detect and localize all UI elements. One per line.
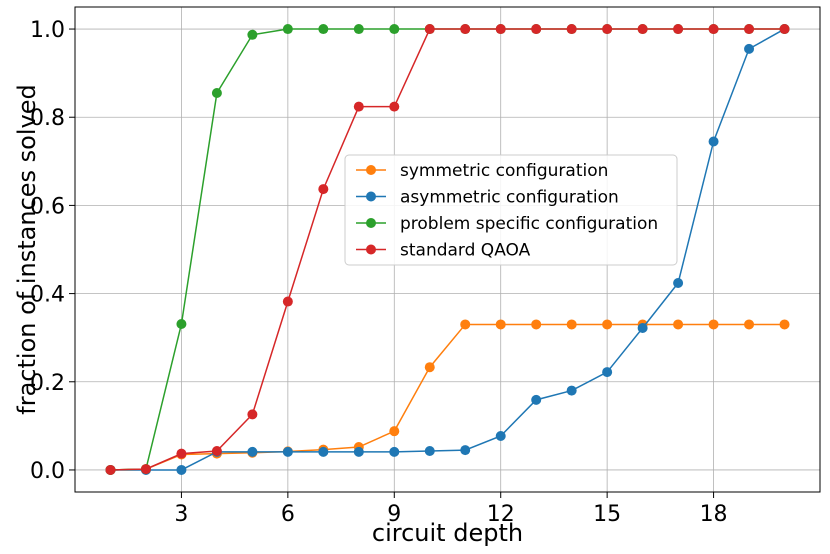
legend-swatch-marker [366,244,376,255]
y-axis-label: fraction of instances solved [13,84,41,414]
legend-label: standard QAOA [400,241,531,261]
data-point [282,24,293,35]
data-point [744,319,755,330]
data-point [389,24,400,35]
data-point [744,43,755,54]
x-tick-label: 15 [593,502,621,527]
data-point [389,101,400,112]
data-point [389,446,400,457]
legend-label: asymmetric configuration [400,188,619,208]
data-point [566,319,577,330]
data-point [176,448,187,459]
data-point [353,446,364,457]
data-point [353,101,364,112]
y-tick-label: 0.4 [30,283,65,308]
data-point [140,464,151,475]
data-point [460,445,471,456]
data-point [211,445,222,456]
plot-frame [74,6,821,493]
data-point [531,319,542,330]
data-point [779,319,790,330]
data-point [495,319,506,330]
data-point [247,446,258,457]
legend-swatch-marker [366,218,376,228]
axis-ticks: 3 6 9 12 15 18 0.0 0.2 0.4 0.6 0.8 1.0 [30,18,728,527]
legend-label: problem specific configuration [400,214,658,234]
legend: symmetric configuration asymmetric config… [344,154,678,266]
data-point [495,431,506,442]
y-tick-label: 0.0 [30,459,65,484]
data-point [424,362,435,373]
y-tick-label: 1.0 [30,18,65,43]
data-point [744,24,755,35]
x-tick-label: 6 [281,502,295,527]
data-point [247,29,258,40]
data-point [282,446,293,457]
y-tick-label: 0.8 [30,106,65,131]
data-point [389,426,400,437]
data-point [531,394,542,405]
data-point [637,24,648,35]
data-point [708,136,719,147]
series-standard-qaoa [105,24,790,475]
data-point [566,385,577,396]
data-point [602,367,613,378]
series-line [110,28,785,471]
data-point [211,87,222,98]
data-point [708,319,719,330]
data-point [424,445,435,456]
data-point [176,319,187,330]
data-point [531,24,542,35]
data-point [673,278,684,289]
data-point [353,24,364,35]
data-point [460,24,471,35]
data-point [779,24,790,35]
data-point [318,446,329,457]
data-point [247,409,258,420]
series-layer [105,24,790,475]
data-point [460,319,471,330]
series-line [110,28,785,471]
data-point [637,322,648,333]
x-tick-label: 18 [700,502,728,527]
y-tick-label: 0.6 [30,194,65,219]
data-point [318,184,329,195]
legend-item-symmetric-configuration: symmetric configuration [356,161,608,181]
data-point [566,24,577,35]
series-line [110,323,785,471]
legend-swatch-marker [366,191,376,202]
legend-item-asymmetric-configuration: asymmetric configuration [356,188,619,208]
x-tick-label: 12 [487,502,515,527]
data-point [176,464,187,475]
data-point [673,24,684,35]
legend-frame [344,154,678,266]
data-point [318,24,329,35]
legend-item-standard-qaoa: standard QAOA [356,241,531,261]
legend-item-problem-specific-configuration: problem specific configuration [356,214,658,234]
x-tick-label: 9 [387,502,401,527]
x-axis-label: circuit depth [372,519,523,547]
y-tick-label: 0.2 [30,371,65,396]
legend-swatch-marker [366,165,376,175]
data-point [495,24,506,35]
data-point [708,24,719,35]
data-point [602,24,613,35]
x-tick-label: 3 [174,502,188,527]
data-point [282,296,293,307]
data-point [673,319,684,330]
legend-label: symmetric configuration [400,161,608,181]
data-point [424,24,435,35]
data-point [602,319,613,330]
data-point [105,464,116,475]
